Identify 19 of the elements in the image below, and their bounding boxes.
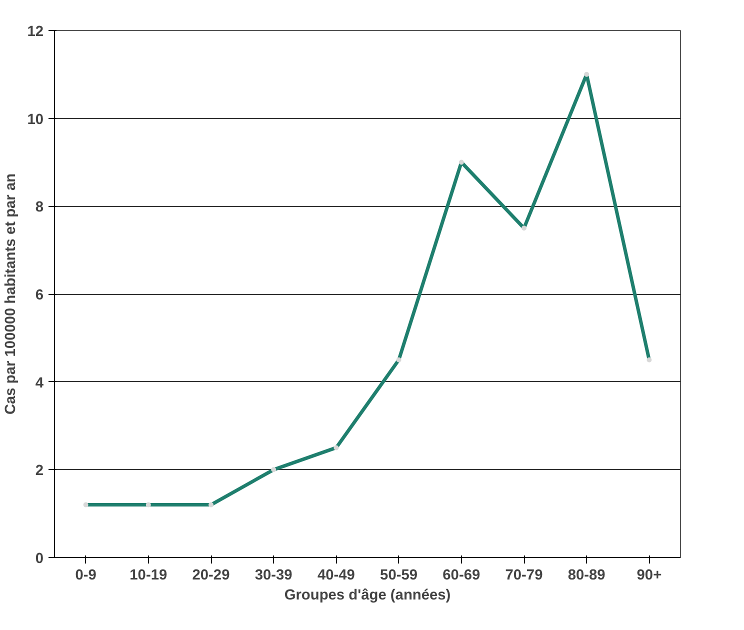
x-tick-label: 60-69 — [442, 568, 480, 584]
y-tick-label: 12 — [27, 24, 44, 40]
x-tick-label: 90+ — [636, 568, 662, 584]
x-tick-label: 80-89 — [568, 568, 606, 584]
y-tick-label: 6 — [35, 288, 44, 304]
y-tick-label: 4 — [35, 375, 44, 392]
x-tick-label: 10-19 — [130, 568, 168, 584]
x-tick-label: 40-49 — [317, 568, 355, 584]
y-axis-title: Cas par 100000 habitants et par an — [3, 173, 20, 415]
x-tick-label: 0-9 — [75, 568, 96, 584]
x-tick-label: 70-79 — [505, 568, 543, 584]
x-tick-label: 30-39 — [254, 568, 292, 584]
x-tick-label: 20-29 — [192, 568, 230, 584]
y-tick-label: 8 — [35, 200, 44, 216]
x-axis-title: Groupes d'âge (années) — [284, 588, 451, 604]
y-tick-label: 0 — [35, 551, 44, 567]
x-tick-label: 50-59 — [380, 568, 418, 584]
y-tick-label: 10 — [27, 112, 44, 128]
y-tick-label: 2 — [35, 463, 44, 480]
